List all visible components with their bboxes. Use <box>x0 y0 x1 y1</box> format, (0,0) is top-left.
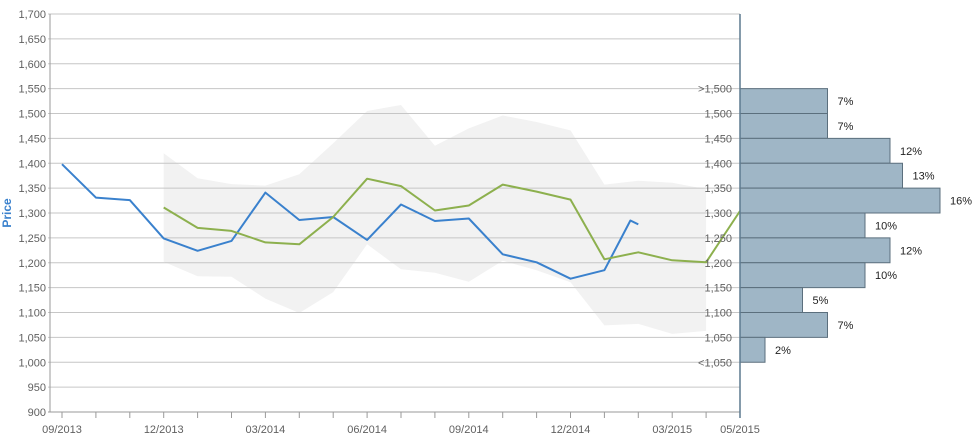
distribution-bars-layer <box>739 88 941 363</box>
distribution-bin-label: 1,200 <box>704 258 732 270</box>
distribution-value-label: 5% <box>813 295 829 307</box>
x-tick-label: 03/2014 <box>246 424 286 436</box>
x-tick-label: 09/2014 <box>449 424 489 436</box>
distribution-bin-label: 1,150 <box>704 283 732 295</box>
distribution-bar <box>739 336 766 363</box>
distribution-value-label: 10% <box>875 220 897 232</box>
y-tick-label: 1,150 <box>18 283 46 295</box>
y-axis-label: Price <box>0 198 14 228</box>
distribution-value-label: 7% <box>838 320 854 332</box>
x-tick-label: 03/2015 <box>652 424 692 436</box>
y-tick-label: 1,650 <box>18 34 46 46</box>
y-tick-label: 1,600 <box>18 59 46 71</box>
distribution-bin-label: 1,300 <box>704 208 732 220</box>
series-line <box>61 163 639 280</box>
y-tick-label: 900 <box>28 407 46 419</box>
y-tick-label: 1,500 <box>18 109 46 121</box>
x-tick-label: 09/2013 <box>42 424 82 436</box>
distribution-bar <box>739 162 903 189</box>
x-tick-label: 05/2015 <box>720 424 760 436</box>
distribution-bin-label: 1,400 <box>704 158 732 170</box>
gridlines-layer <box>48 13 740 413</box>
distribution-value-label: 10% <box>875 270 897 282</box>
distribution-bin-label: >1,500 <box>698 84 732 96</box>
distribution-value-label: 12% <box>900 245 922 257</box>
distribution-bin-labels-layer: >1,500 1,500 1,450 1,400 1,350 1,300 1,250 1,20… <box>698 84 732 370</box>
y-tick-label: 1,450 <box>18 133 46 145</box>
distribution-bar <box>739 137 891 164</box>
y-tick-label: 950 <box>28 382 46 394</box>
x-ticks-layer <box>61 412 741 418</box>
y-tick-label: 1,000 <box>18 357 46 369</box>
range-band-layer <box>163 105 707 334</box>
range-band <box>163 105 707 334</box>
y-tick-labels-layer: 900 950 1,000 1,050 1,100 1,150 1,200 1,250 1,30… <box>18 9 46 419</box>
distribution-bar <box>739 88 828 114</box>
x-tick-label: 12/2013 <box>144 424 184 436</box>
distribution-value-label: 13% <box>913 171 935 183</box>
x-tick-label: 12/2014 <box>551 424 591 436</box>
distribution-value-label: 16% <box>950 196 972 208</box>
distribution-value-label: 7% <box>838 121 854 133</box>
y-tick-label: 1,350 <box>18 183 46 195</box>
distribution-bar <box>739 113 828 139</box>
distribution-bar <box>739 212 866 239</box>
x-tick-labels-layer: 09/2013 12/2013 03/2014 06/2014 09/2014 12/20… <box>42 424 760 436</box>
distribution-value-label: 12% <box>900 146 922 158</box>
y-tick-label: 1,250 <box>18 233 46 245</box>
distribution-bar <box>739 237 891 264</box>
distribution-value-label: 7% <box>838 96 854 108</box>
distribution-bar <box>739 287 803 313</box>
distribution-bar <box>739 312 828 338</box>
distribution-bin-label: 1,450 <box>704 133 732 145</box>
distribution-bin-label: 1,250 <box>704 233 732 245</box>
distribution-bar <box>739 262 866 289</box>
y-tick-label: 1,550 <box>18 84 46 96</box>
y-tick-label: 1,400 <box>18 158 46 170</box>
y-tick-label: 1,700 <box>18 9 46 21</box>
series-layer <box>61 163 741 280</box>
y-tick-label: 1,100 <box>18 308 46 320</box>
distribution-bin-label: <1,050 <box>698 357 732 369</box>
distribution-bin-label: 1,350 <box>704 183 732 195</box>
distribution-value-labels-layer: 7% 7% 12% 13% 16% 10% 12% 10% 5% 7% 2% <box>775 96 972 357</box>
distribution-bin-label: 1,050 <box>704 332 732 344</box>
y-tick-label: 1,050 <box>18 332 46 344</box>
distribution-bin-label: 1,500 <box>704 109 732 121</box>
x-tick-label: 06/2014 <box>347 424 387 436</box>
distribution-bin-label: 1,100 <box>704 308 732 320</box>
series-line <box>163 177 741 264</box>
y-tick-label: 1,300 <box>18 208 46 220</box>
y-tick-label: 1,200 <box>18 258 46 270</box>
axes-layer <box>48 14 741 418</box>
distribution-value-label: 2% <box>775 345 791 357</box>
distribution-bar <box>739 187 941 214</box>
